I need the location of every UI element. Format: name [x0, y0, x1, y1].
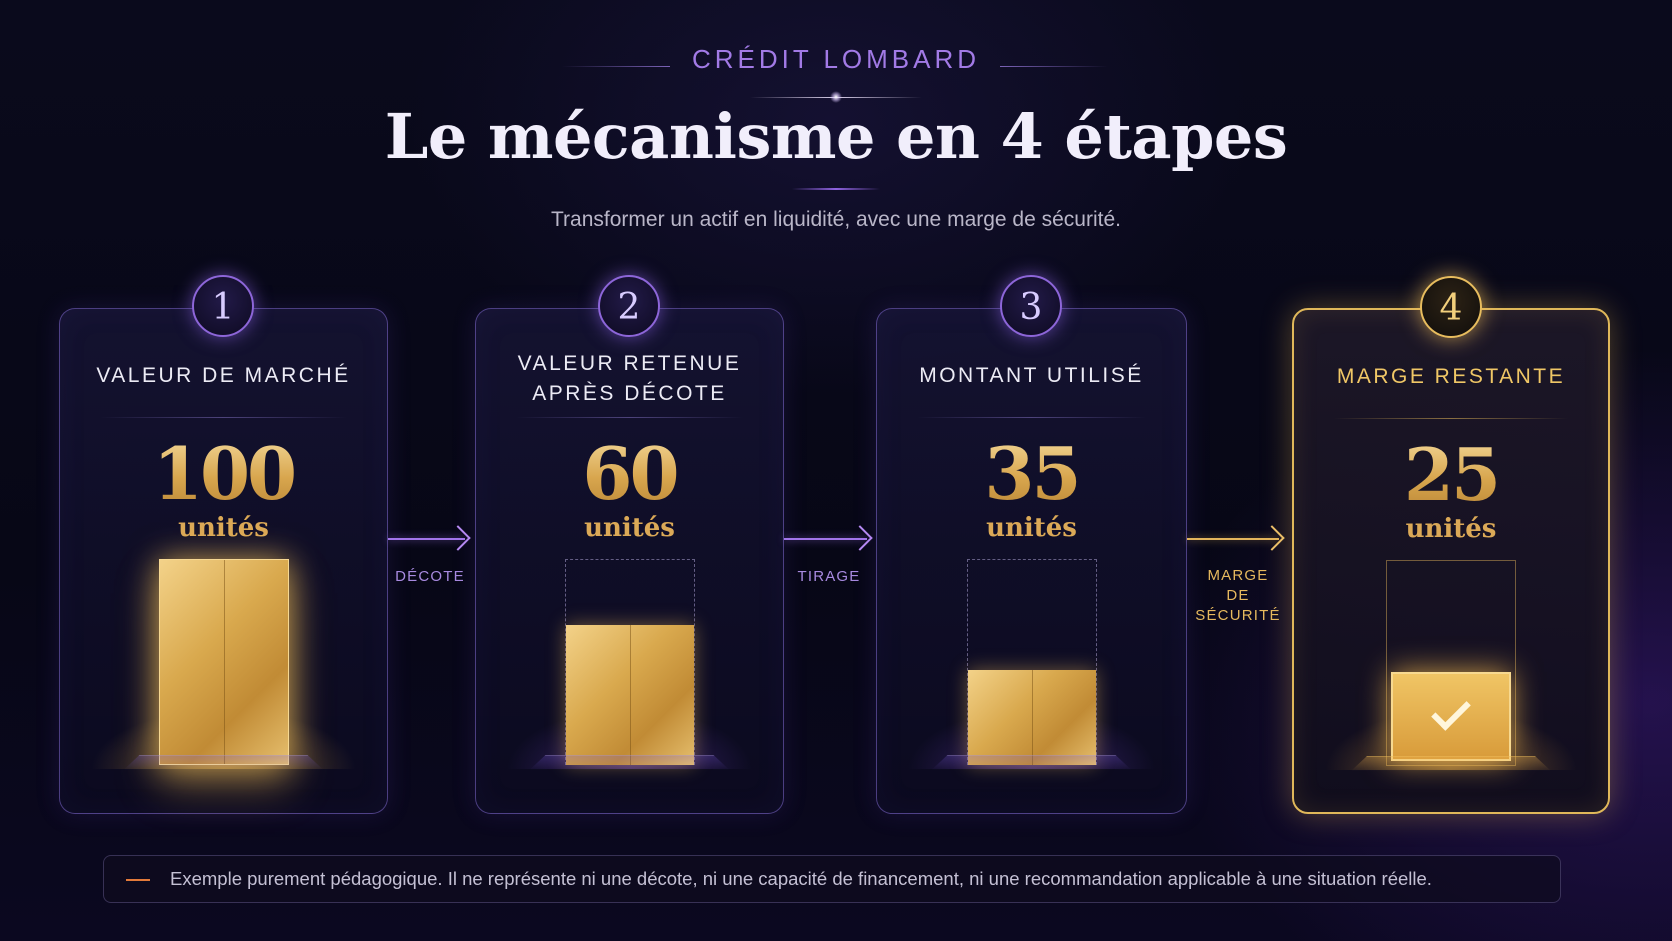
step-unit: unités — [178, 513, 269, 543]
step-card-3: 3 MONTANT UTILISÉ 35 unités — [876, 275, 1187, 814]
bar-platform — [123, 755, 324, 770]
sparkle-icon — [750, 91, 922, 103]
title-underline — [792, 188, 880, 190]
value-bar — [967, 670, 1096, 765]
divider — [917, 417, 1146, 418]
arrow-right-icon — [388, 538, 465, 540]
arrow-right-icon — [784, 538, 867, 540]
bar-platform — [529, 755, 730, 770]
value-bar — [158, 559, 289, 765]
page-subtitle: Transformer un actif en liquidité, avec … — [550, 208, 1121, 231]
bar-frame — [158, 559, 289, 765]
eyebrow-rule-left — [562, 66, 670, 67]
step-number-badge: 3 — [1000, 275, 1062, 337]
step-value: 25 — [1294, 432, 1608, 517]
eyebrow-label: CRÉDIT LOMBARD — [691, 44, 981, 74]
step-label-line2: APRÈS DÉCOTE — [532, 382, 727, 405]
bar-platform — [931, 755, 1132, 770]
step-value: 60 — [476, 431, 783, 516]
disclaimer-box: Exemple purement pédagogique. Il ne repr… — [103, 855, 1561, 903]
checkmark-icon — [1431, 690, 1471, 731]
divider — [1334, 418, 1568, 419]
step-value: 35 — [877, 431, 1186, 516]
bar-frame — [1386, 560, 1516, 766]
value-bar — [565, 625, 694, 765]
step-value: 100 — [60, 431, 387, 516]
step-label: MARGE RESTANTE — [1336, 365, 1566, 388]
bar-frame — [966, 559, 1097, 765]
arrow-label-tirage: TIRAGE — [797, 568, 861, 585]
step-number-badge: 4 — [1420, 276, 1482, 338]
bar-platform — [1351, 756, 1551, 771]
step-label: VALEUR DE MARCHÉ — [96, 364, 351, 387]
arrow-right-icon — [1187, 538, 1279, 540]
step-unit: unités — [1405, 514, 1497, 544]
bar-frame — [564, 559, 695, 765]
step-label: MONTANT UTILISÉ — [919, 364, 1144, 387]
step-unit: unités — [584, 513, 675, 543]
disclaimer-text: Exemple purement pédagogique. Il ne repr… — [170, 868, 1432, 889]
step-unit: unités — [986, 513, 1077, 543]
arrow-label-marge-2: DE SÉCURITÉ — [1195, 587, 1281, 624]
arrow-label-marge-1: MARGE — [1207, 567, 1269, 584]
step-card-2: 2 VALEUR RETENUE APRÈS DÉCOTE 60 unités — [475, 275, 784, 814]
dash-icon — [126, 879, 150, 881]
step-card-4: 4 MARGE RESTANTE 25 unités — [1292, 276, 1610, 814]
step-label-line1: VALEUR RETENUE — [517, 352, 742, 375]
value-bar — [1391, 672, 1511, 761]
step-number-badge: 2 — [598, 275, 660, 337]
divider — [100, 417, 347, 418]
arrow-label-decote: DÉCOTE — [395, 568, 465, 585]
step-card-1: 1 VALEUR DE MARCHÉ 100 unités — [59, 275, 388, 814]
page-title: Le mécanisme en 4 étapes — [384, 100, 1288, 173]
step-number-badge: 1 — [192, 275, 254, 337]
eyebrow-rule-right — [1000, 66, 1108, 67]
divider — [516, 417, 743, 418]
